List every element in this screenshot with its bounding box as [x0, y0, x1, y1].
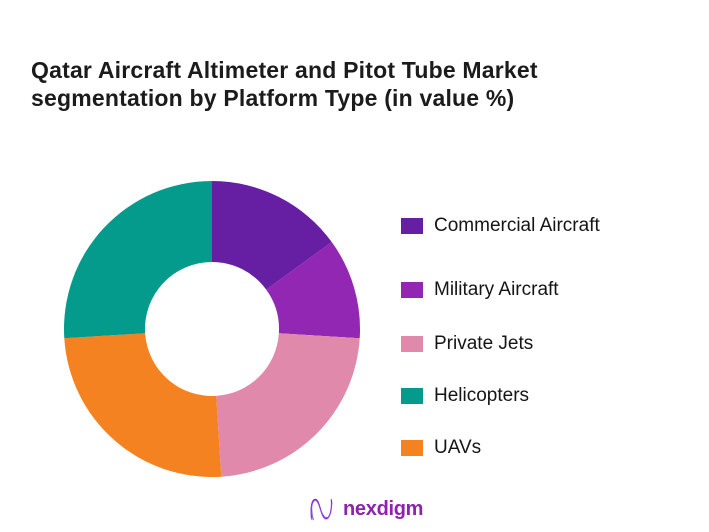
chart-title-line2: segmentation by Platform Type (in value … — [31, 85, 515, 111]
legend-swatch-helicopters — [401, 388, 423, 404]
donut-slice-private-jets — [216, 333, 360, 477]
legend-label-commercial-aircraft: Commercial Aircraft — [434, 215, 600, 236]
donut-chart — [63, 180, 361, 478]
legend-item-military-aircraft: Military Aircraft — [401, 279, 559, 301]
donut-slice-commercial-aircraft — [212, 181, 332, 290]
donut-chart-svg — [63, 181, 361, 478]
legend-item-private-jets: Private Jets — [401, 333, 533, 355]
donut-slice-helicopters — [63, 181, 213, 339]
nexdigm-logo-wordmark: nexdigm — [343, 497, 424, 520]
legend-swatch-military-aircraft — [401, 282, 423, 298]
donut-slice-military-aircraft — [266, 242, 361, 339]
legend-label-helicopters: Helicopters — [434, 385, 530, 406]
legend-item-uavs: UAVs — [401, 437, 481, 459]
legend-swatch-uavs — [401, 440, 423, 456]
legend-item-helicopters: Helicopters — [401, 385, 529, 407]
chart-legend: Commercial Aircraft Military Aircraft Pr… — [401, 0, 701, 532]
legend-label-uavs: UAVs — [434, 437, 482, 458]
nexdigm-logo: nexdigm — [308, 494, 423, 524]
chart-title: Qatar Aircraft Altimeter and Pitot Tube … — [31, 56, 651, 112]
chart-title-line1: Qatar Aircraft Altimeter and Pitot Tube … — [31, 57, 538, 83]
donut-slice-uavs — [64, 333, 222, 478]
legend-swatch-commercial-aircraft — [401, 218, 423, 234]
legend-swatch-private-jets — [401, 336, 423, 352]
legend-label-private-jets: Private Jets — [434, 333, 534, 354]
legend-label-military-aircraft: Military Aircraft — [434, 279, 559, 300]
nexdigm-logo-mark-icon — [310, 498, 333, 521]
legend-item-commercial-aircraft: Commercial Aircraft — [401, 215, 600, 237]
